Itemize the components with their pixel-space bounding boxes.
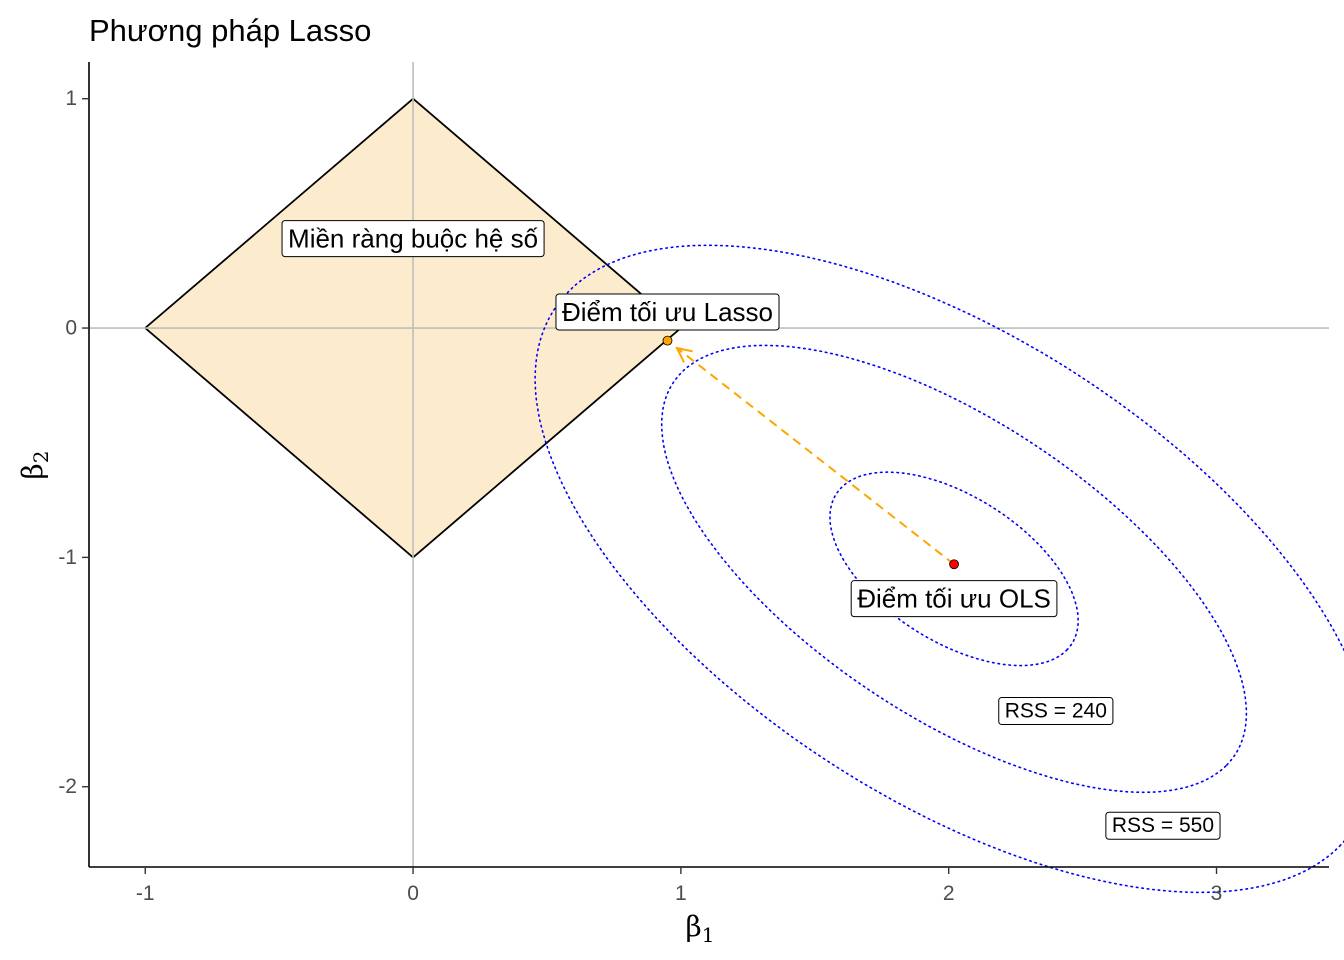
chart-title: Phương pháp Lasso [89,13,371,48]
x-axis-title: β1 [686,910,715,947]
contour-inner [829,471,1079,667]
contour-middle [660,344,1248,794]
point-ols-label: Điểm tối ưu OLS [850,580,1058,618]
point-ols-label-text: Điểm tối ưu OLS [857,584,1051,614]
y-axis-title-main: β [16,463,49,479]
x-tick-label: 2 [943,882,955,905]
arrow-head [675,346,693,363]
y-tick-label: -2 [58,775,77,798]
constraint-region-label: Miền ràng buộc hệ số [281,220,545,258]
contour-outer-label-text: RSS = 550 [1112,814,1214,837]
point-ols [949,559,959,570]
point-lasso-label: Điểm tối ưu Lasso [555,293,780,331]
y-tick-label: -1 [58,546,77,569]
contour-middle-label: RSS = 240 [998,697,1114,726]
point-ols-label-box [850,580,1058,618]
y-axis-title: β2 [16,451,53,480]
x-tick-label: 0 [407,882,419,905]
x-tick-label: -1 [136,882,155,905]
contour-middle-label-text: RSS = 240 [1005,700,1107,723]
contour-outer [534,244,1344,894]
points-layer [662,335,959,570]
x-tick-label: 3 [1211,882,1223,905]
contour-outer-label: RSS = 550 [1105,811,1221,840]
labels-layer: Miền ràng buộc hệ số Điểm tối ưu OLS Điểm … [281,220,1221,840]
point-lasso [662,335,673,346]
x-tick-label: 1 [675,882,687,905]
y-tick-label: 1 [65,87,77,110]
contour-outer-label-box [1105,811,1221,840]
x-axis-title-main: β [686,910,702,943]
ols-to-lasso-arrow [676,347,955,566]
arrow-layer [675,346,955,566]
point-lasso-label-text: Điểm tối ưu Lasso [562,297,773,327]
y-tick-label: 0 [65,317,77,340]
constraint-region-label-text: Miền ràng buộc hệ số [288,224,538,254]
contours-layer [534,244,1344,894]
reference-lines-layer [89,62,1329,867]
y-axis-title-sub: 2 [29,451,53,464]
axes-layer: -1 0 1 2 3 -2 -1 0 1 [58,62,1329,905]
point-lasso-label-box [555,293,780,331]
constraint-region-label-box [281,220,545,258]
contour-middle-label-box [998,697,1114,726]
x-axis-title-sub: 1 [702,923,715,947]
